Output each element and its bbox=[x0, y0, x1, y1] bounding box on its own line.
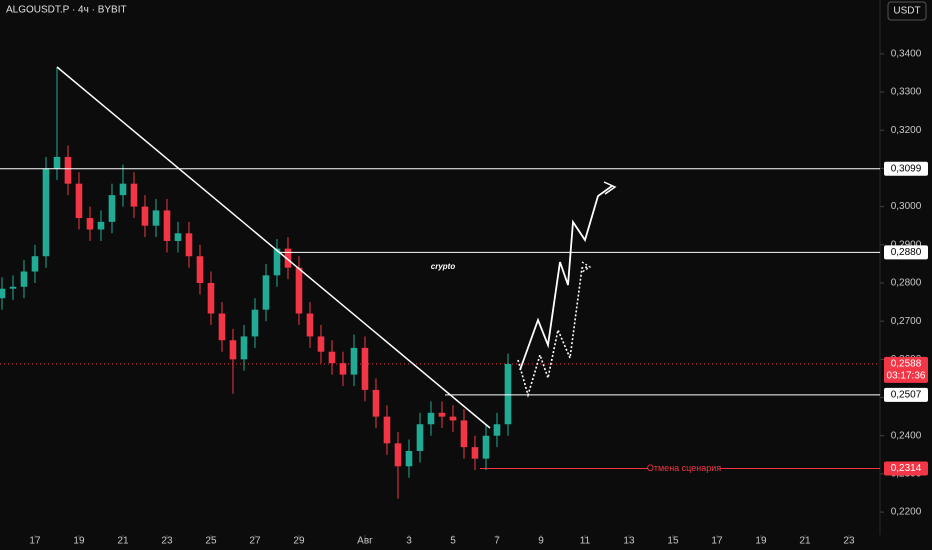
projection-arrowhead bbox=[603, 181, 617, 195]
y-tick-label: 0,3300 bbox=[891, 87, 922, 98]
last-price-label: 0,2588 bbox=[891, 359, 922, 370]
projection-path bbox=[519, 185, 613, 371]
candle-body bbox=[130, 183, 138, 207]
x-tick-label: 15 bbox=[667, 536, 679, 547]
candle-body bbox=[196, 256, 204, 283]
candle-body bbox=[416, 424, 424, 451]
y-tick-label: 0,2900 bbox=[891, 239, 922, 250]
x-tick-label: 11 bbox=[580, 536, 591, 547]
candle-body bbox=[97, 221, 105, 230]
x-tick-label: 25 bbox=[205, 536, 217, 547]
x-tick-label: 23 bbox=[843, 536, 855, 547]
candle-body bbox=[240, 336, 248, 360]
candle-body bbox=[108, 195, 116, 222]
candle-body bbox=[207, 282, 215, 314]
y-tick-label: 0,3000 bbox=[891, 201, 922, 212]
candle-body bbox=[174, 233, 182, 241]
cancel-label-box bbox=[884, 461, 928, 476]
candle-body bbox=[64, 156, 72, 184]
x-tick-label: 3 bbox=[406, 536, 412, 547]
last-price-box bbox=[884, 356, 928, 383]
candle-body bbox=[471, 447, 479, 459]
y-tick-label: 0,2800 bbox=[891, 278, 922, 289]
candle-body bbox=[405, 450, 413, 467]
candle-body bbox=[53, 156, 61, 169]
y-tick-label: 0,3200 bbox=[891, 125, 922, 136]
candle-body bbox=[141, 206, 149, 226]
cancel-label: Отмена сценария bbox=[647, 463, 721, 473]
candle-body bbox=[317, 336, 325, 352]
candle-body bbox=[42, 168, 50, 257]
level-label: 0,2507 bbox=[891, 389, 922, 400]
x-tick-label: 29 bbox=[293, 536, 305, 547]
level-label-box bbox=[884, 161, 928, 176]
x-tick-label: 21 bbox=[117, 536, 129, 547]
countdown-label: 03:17:36 bbox=[887, 371, 926, 382]
x-tick-label: 5 bbox=[450, 536, 456, 547]
x-tick-label: 21 bbox=[799, 536, 811, 547]
x-tick-label: 19 bbox=[755, 536, 767, 547]
x-tick-label: Авг bbox=[357, 536, 373, 547]
candle-body bbox=[86, 218, 94, 230]
annotation: crypto bbox=[431, 262, 456, 271]
candle-body bbox=[372, 389, 380, 417]
y-tick-label: 0,2700 bbox=[891, 316, 922, 327]
x-tick-label: 27 bbox=[249, 536, 261, 547]
candle-body bbox=[427, 412, 435, 425]
candle-body bbox=[152, 210, 160, 226]
x-tick-label: 9 bbox=[538, 536, 544, 547]
x-tick-label: 17 bbox=[711, 536, 723, 547]
candle-body bbox=[185, 233, 193, 257]
candle-body bbox=[449, 416, 457, 421]
candle-body bbox=[20, 271, 28, 287]
candle-body bbox=[9, 286, 17, 289]
candle-body bbox=[339, 363, 347, 375]
candle-body bbox=[350, 347, 358, 375]
trendline bbox=[56, 66, 491, 429]
y-tick-label: 0,3400 bbox=[891, 48, 922, 59]
x-tick-label: 13 bbox=[623, 536, 635, 547]
candle-body bbox=[218, 313, 226, 341]
x-tick-label: 23 bbox=[161, 536, 173, 547]
candle-body bbox=[361, 347, 369, 390]
candle-body bbox=[504, 363, 512, 425]
currency-button[interactable] bbox=[887, 1, 927, 21]
candle-body bbox=[31, 256, 39, 272]
candle-body bbox=[306, 313, 314, 337]
currency-label[interactable]: USDT bbox=[893, 6, 920, 17]
alt-projection-path bbox=[517, 266, 589, 398]
chart-title: ALGOUSDT.P · 4ч · BYBIT bbox=[6, 5, 127, 16]
candle-body bbox=[163, 210, 171, 241]
candle-body bbox=[119, 183, 127, 196]
cancel-price-label: 0,2314 bbox=[891, 463, 922, 474]
alt-projection-arrowhead bbox=[581, 261, 592, 273]
candle-body bbox=[0, 288, 6, 299]
candle-body bbox=[394, 443, 402, 467]
level-label: 0,3099 bbox=[891, 163, 922, 174]
level-label-box bbox=[884, 387, 928, 402]
candle-body bbox=[493, 424, 501, 436]
candle-body bbox=[273, 248, 281, 276]
x-tick-label: 17 bbox=[29, 536, 41, 547]
candle-body bbox=[460, 420, 468, 448]
candle-body bbox=[295, 267, 303, 314]
candle-body bbox=[251, 309, 259, 337]
candle-body bbox=[328, 351, 336, 364]
candle-body bbox=[438, 412, 446, 417]
candle-body bbox=[262, 275, 270, 310]
candle-body bbox=[383, 416, 391, 444]
y-tick-label: 0,2400 bbox=[891, 430, 922, 441]
candle-body bbox=[284, 248, 292, 268]
level-label: 0,2880 bbox=[891, 247, 922, 258]
candle-body bbox=[75, 183, 83, 219]
x-tick-label: 19 bbox=[73, 536, 85, 547]
level-label-box bbox=[884, 245, 928, 260]
x-tick-label: 7 bbox=[494, 536, 500, 547]
candle-body bbox=[229, 340, 237, 360]
candle-body bbox=[482, 435, 490, 459]
y-tick-label: 0,2200 bbox=[891, 507, 922, 518]
